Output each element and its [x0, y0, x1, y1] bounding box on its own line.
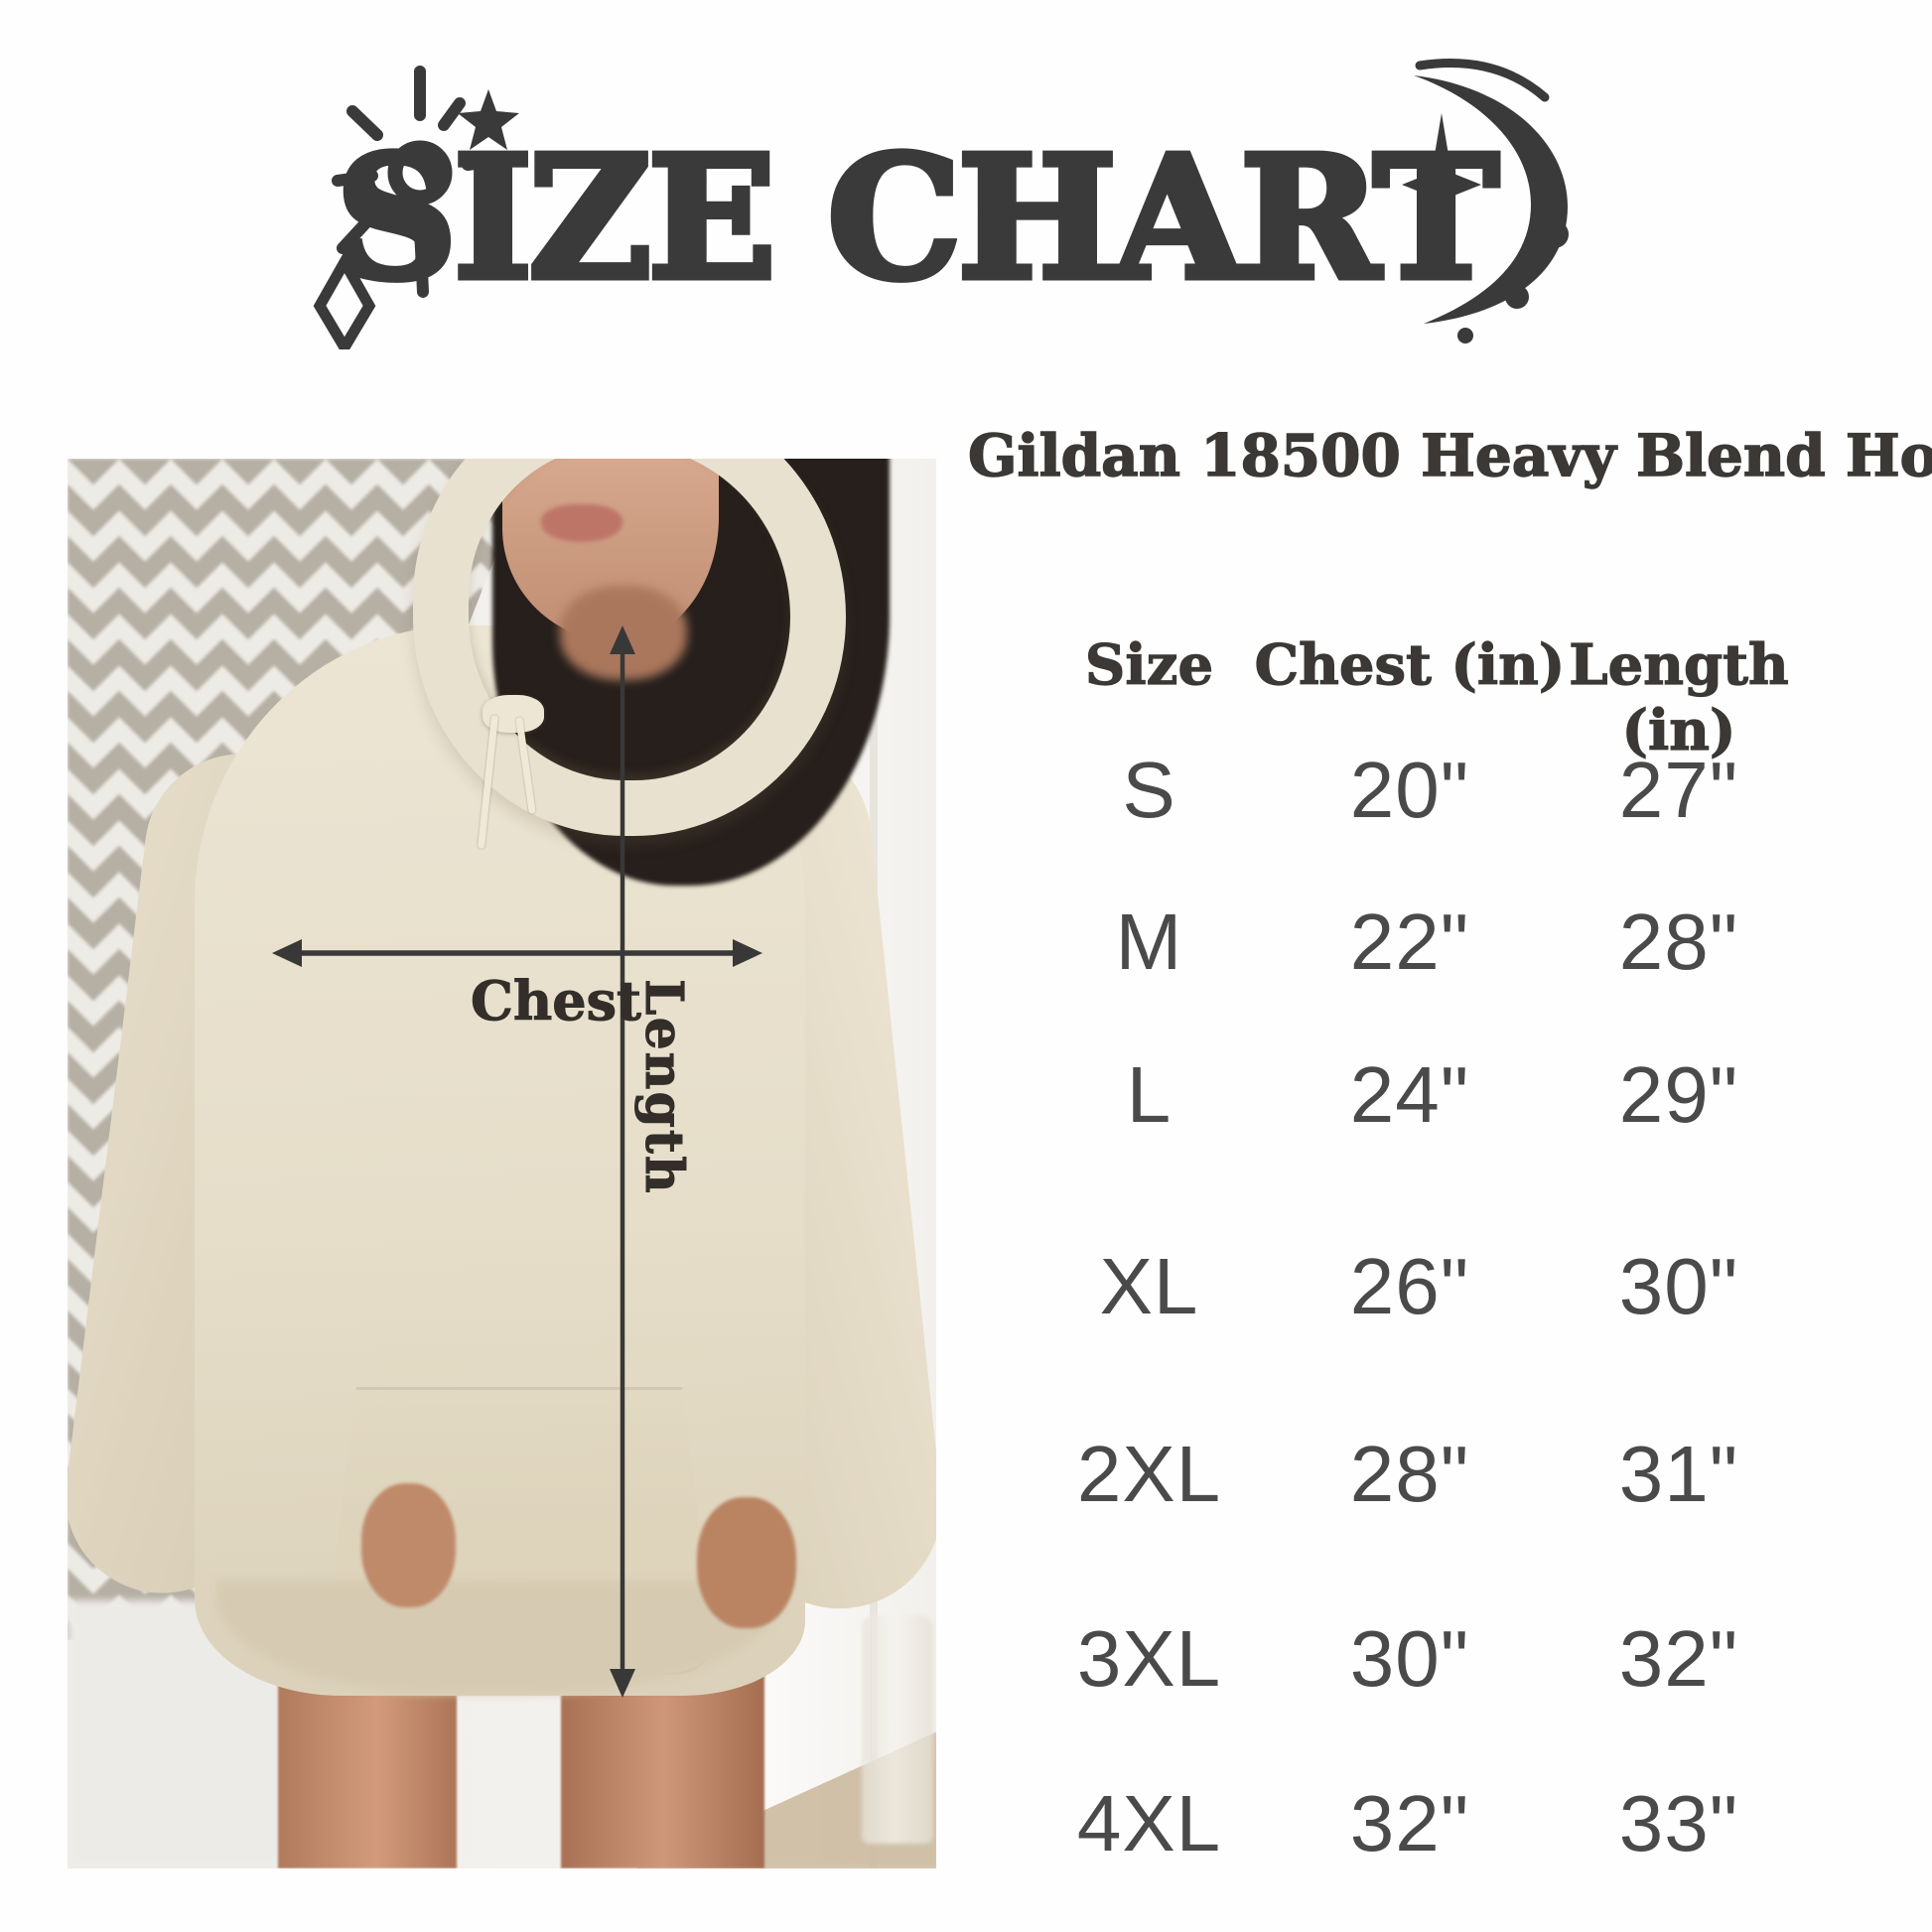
size-value: L: [1126, 1050, 1173, 1139]
chest-value: 28": [1349, 1430, 1470, 1518]
length-value: 31": [1618, 1430, 1739, 1518]
size-table-panel: Gildan 18500 Heavy Blend Hoodie Size Che…: [967, 421, 1932, 1881]
table-row: XL 26" 30": [968, 1241, 1906, 1350]
crescent-moon-icon: [1402, 59, 1569, 344]
size-value: XL: [1099, 1242, 1199, 1330]
dot-icon: [1541, 220, 1569, 248]
length-value: 32": [1618, 1614, 1739, 1703]
model-right-hand: [697, 1497, 796, 1628]
sparkle-ring-icon: [387, 140, 453, 206]
length-value: 28": [1618, 897, 1739, 986]
hoodie-model-photo: Chest Length: [68, 459, 936, 1868]
chest-value: 26": [1349, 1242, 1470, 1330]
size-value: 2XL: [1076, 1430, 1222, 1518]
table-row: L 24" 29": [968, 1049, 1906, 1159]
arrow-up-icon: [610, 625, 635, 654]
column-header-length: Length (in): [1569, 631, 1790, 763]
length-value: 29": [1618, 1050, 1739, 1139]
length-value: 33": [1618, 1779, 1739, 1867]
size-value: 3XL: [1076, 1614, 1222, 1703]
product-title: Gildan 18500 Heavy Blend Hoodie: [967, 421, 1932, 490]
chest-value: 24": [1349, 1050, 1470, 1139]
chest-measure-label: Chest: [471, 969, 642, 1034]
arrow-right-icon: [733, 939, 762, 967]
measurement-arrows: [272, 625, 762, 1698]
column-header-chest: Chest (in): [1254, 631, 1566, 698]
diamond-icon: [313, 250, 376, 349]
dot-icon: [1457, 328, 1473, 344]
length-value: 30": [1618, 1242, 1739, 1330]
sparkle-star-icon: [1402, 113, 1481, 258]
chest-value: 30": [1349, 1614, 1470, 1703]
length-value: 27": [1618, 746, 1739, 834]
table-row: M 22" 28": [968, 897, 1906, 1006]
size-value: S: [1122, 746, 1176, 834]
table-row: 4XL 32" 33": [968, 1778, 1906, 1887]
chest-value: 22": [1349, 897, 1470, 986]
table-row: 3XL 30" 32": [968, 1613, 1906, 1723]
size-value: 4XL: [1076, 1779, 1222, 1867]
size-value: M: [1115, 897, 1183, 986]
chest-value: 32": [1349, 1779, 1470, 1867]
arrow-down-icon: [610, 1669, 635, 1698]
star-icon: [458, 89, 519, 150]
sparkle-burst-icon: [313, 66, 519, 349]
table-row: 2XL 28" 31": [968, 1429, 1906, 1538]
table-row: S 20" 27": [968, 745, 1906, 854]
glass-vase: [862, 1615, 933, 1844]
table-header-row: Size Chest (in) Length (in): [968, 631, 1906, 763]
page-title: SIZE CHART: [333, 119, 1503, 318]
chest-value: 20": [1349, 746, 1470, 834]
length-measure-label: Length: [633, 979, 695, 1196]
arrow-left-icon: [272, 939, 302, 967]
dot-icon: [1505, 285, 1529, 309]
model-left-hand: [361, 1483, 456, 1607]
column-header-size: Size: [1084, 631, 1214, 698]
